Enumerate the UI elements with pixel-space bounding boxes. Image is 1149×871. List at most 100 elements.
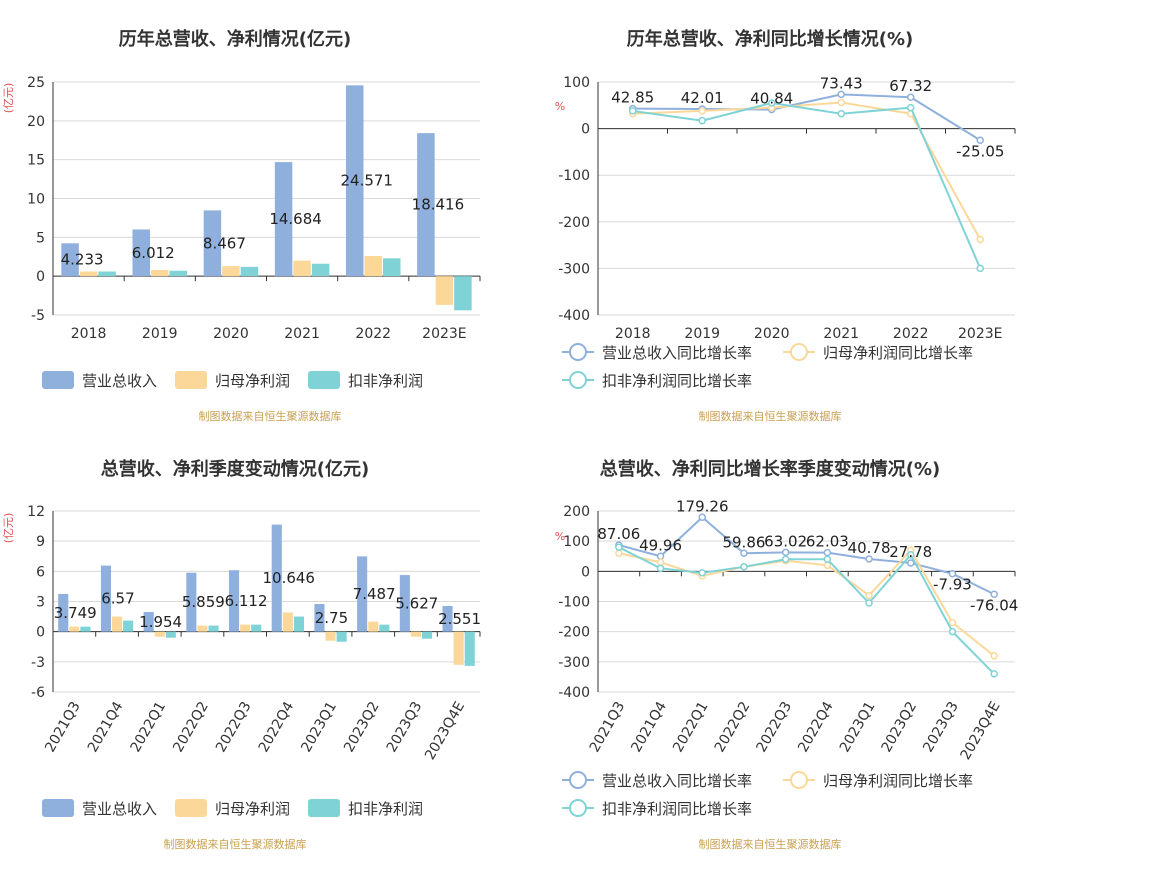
legend-swatch xyxy=(175,799,207,817)
x-tick-label: 2018 xyxy=(71,326,107,342)
x-tick-label: 2020 xyxy=(754,326,790,342)
x-tick-label: 2022Q1 xyxy=(670,699,712,755)
source-note: 制图数据来自恒生聚源数据库 xyxy=(699,409,842,423)
x-tick-label: 2019 xyxy=(142,326,178,342)
y-tick-label: 200 xyxy=(563,504,590,520)
y-axis-unit: % xyxy=(555,530,565,543)
bar-revenue xyxy=(442,606,453,632)
data-label: 63.02 xyxy=(764,532,807,550)
bar-deducted-profit xyxy=(379,624,390,632)
bar-deducted-profit xyxy=(383,258,401,277)
y-tick-label: -200 xyxy=(558,215,590,231)
bar-net-profit xyxy=(410,631,422,637)
data-label: -76.04 xyxy=(970,596,1018,614)
y-tick-label: 10 xyxy=(27,192,45,208)
data-label: 5.627 xyxy=(395,594,438,612)
growth-annual-chart: 历年总营收、净利同比增长情况(%)% -400 -300 -200 -100 0 100 20… xyxy=(540,0,1100,430)
data-point xyxy=(615,543,623,551)
data-point xyxy=(615,549,623,557)
data-point xyxy=(768,99,776,107)
data-point xyxy=(948,627,957,636)
legend-label: 归母净利润 xyxy=(215,800,290,818)
growth-quarterly-chart: 总营收、净利同比增长率季度变动情况(%)% -400 -300 -200 -100 0 10… xyxy=(540,430,1100,860)
y-tick-label: -5 xyxy=(31,308,45,324)
y-tick-label: -100 xyxy=(558,168,590,184)
y-tick-label: 15 xyxy=(27,153,45,169)
data-label: 7.487 xyxy=(353,585,396,603)
bar-net-profit xyxy=(240,624,251,632)
bar-net-profit xyxy=(435,276,454,305)
y-tick-label: -3 xyxy=(31,655,45,671)
data-label: -25.05 xyxy=(956,142,1004,160)
legend-swatch xyxy=(308,799,340,817)
bar-revenue xyxy=(58,593,69,632)
y-tick-label: -6 xyxy=(31,685,45,701)
data-label: 6.012 xyxy=(132,244,175,262)
data-point xyxy=(907,103,915,112)
data-label: 24.571 xyxy=(340,172,393,190)
bar-deducted-profit xyxy=(123,620,134,632)
x-tick-label: 2018 xyxy=(615,326,651,342)
y-tick-label: 0 xyxy=(36,269,45,285)
bar-deducted-profit xyxy=(251,624,262,632)
bar-net-profit xyxy=(293,260,311,277)
y-axis-unit: (亿元) xyxy=(2,513,15,544)
x-tick-label: 2022Q4 xyxy=(256,699,298,755)
bar-net-profit xyxy=(368,621,379,632)
data-point xyxy=(837,90,845,99)
data-point xyxy=(948,569,957,578)
y-tick-label: 5 xyxy=(36,230,45,246)
data-point xyxy=(976,136,984,145)
y-axis-unit: (亿元) xyxy=(2,83,15,114)
legend-label: 扣非净利润 xyxy=(348,800,423,818)
data-label: 42.85 xyxy=(611,89,654,107)
data-label: 62.03 xyxy=(806,533,849,551)
y-tick-label: 100 xyxy=(563,534,590,550)
bar-revenue xyxy=(274,162,293,277)
legend-label: 扣非净利润 xyxy=(348,372,423,390)
data-point xyxy=(629,107,637,115)
data-label: 27.78 xyxy=(889,543,932,561)
x-tick-label: 2021Q3 xyxy=(587,699,629,755)
chart-svg: 总营收、净利季度变动情况(亿元) (亿元) -6 -3 0 3 6 9 12 2021Q3 2021… xyxy=(2,458,481,851)
source-note: 制图数据来自恒生聚源数据库 xyxy=(164,837,307,851)
legend-swatch-dot xyxy=(790,771,808,789)
data-label: 6.57 xyxy=(101,590,134,608)
data-point xyxy=(823,561,832,570)
series-line xyxy=(618,546,995,675)
data-label: 2.75 xyxy=(315,609,348,627)
y-tick-label: 0 xyxy=(581,564,590,580)
data-point xyxy=(948,618,957,627)
data-label: 10.646 xyxy=(262,569,315,587)
x-tick-label: 2023Q2 xyxy=(879,699,921,755)
legend-swatch xyxy=(308,371,340,389)
x-tick-label: 2023Q1 xyxy=(837,699,879,755)
bar-net-profit xyxy=(364,255,383,277)
legend-swatch-dot xyxy=(569,771,587,789)
y-tick-label: 100 xyxy=(563,75,590,91)
bar-net-profit xyxy=(325,631,336,641)
data-point xyxy=(837,109,845,118)
data-point xyxy=(907,93,915,101)
data-point xyxy=(907,550,915,559)
x-tick-label: 2023E xyxy=(422,326,466,342)
bar-deducted-profit xyxy=(454,276,472,311)
bar-deducted-profit xyxy=(293,616,305,632)
legend-label: 营业总收入 xyxy=(82,372,157,390)
legend-swatch-dot xyxy=(569,343,587,361)
data-label: 8.467 xyxy=(203,234,246,252)
bar-deducted-profit xyxy=(240,266,259,277)
x-tick-label: 2023Q3 xyxy=(920,699,962,755)
series-line xyxy=(632,93,981,142)
y-tick-label: 6 xyxy=(36,564,45,580)
y-tick-label: 20 xyxy=(27,114,45,130)
bar-revenue xyxy=(345,85,364,277)
data-label: 42.01 xyxy=(681,89,724,107)
data-label: 2.551 xyxy=(438,610,481,628)
bar-deducted-profit xyxy=(80,626,91,632)
bar-revenue xyxy=(314,604,325,632)
x-tick-label: 2022Q1 xyxy=(128,699,170,755)
bar-net-profit xyxy=(111,616,123,632)
legend-label: 归母净利润同比增长率 xyxy=(823,344,973,362)
bar-deducted-profit xyxy=(464,631,475,666)
